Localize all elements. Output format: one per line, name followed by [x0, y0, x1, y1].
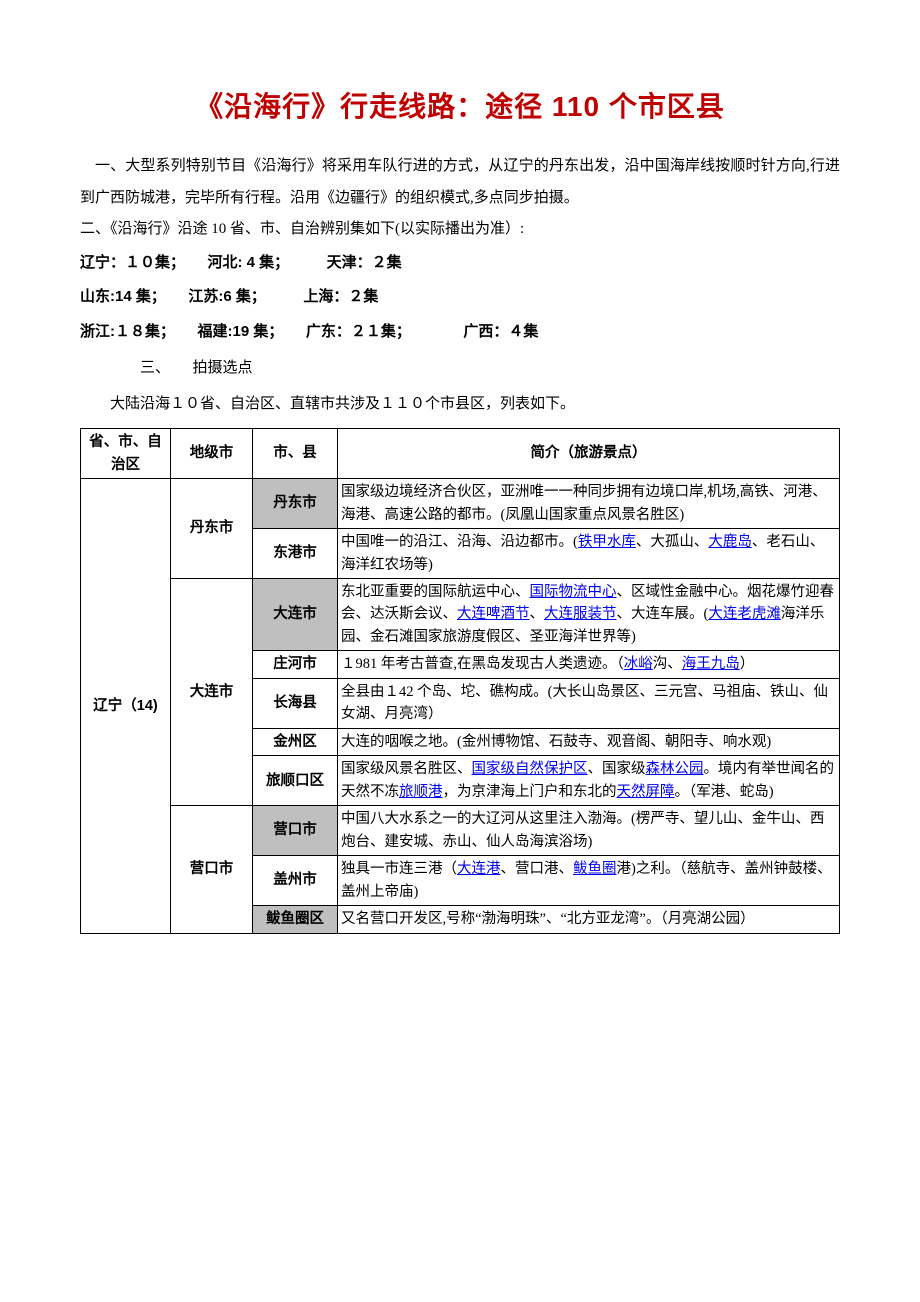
- inline-link[interactable]: 铁甲水库: [578, 534, 636, 550]
- desc-cell: 东北亚重要的国际航运中心、国际物流中心、区域性金融中心。烟花爆竹迎春会、达沃斯会…: [338, 579, 840, 651]
- inline-link[interactable]: 大连港: [457, 861, 501, 877]
- city-cell: 盖州市: [253, 856, 338, 906]
- desc-cell: 国家级边境经济合伙区，亚洲唯一一种同步拥有边境口岸,机场,高铁、河港、海港、高速…: [338, 479, 840, 529]
- intro-paragraph-1: 一、大型系列特别节目《沿海行》将采用车队行进的方式，从辽宁的丹东出发，沿中国海岸…: [80, 151, 840, 214]
- inline-link[interactable]: 海王九岛: [682, 656, 740, 672]
- city-cell: 长海县: [253, 678, 338, 728]
- table-header-row: 省、市、自治区 地级市 市、县 简介（旅游景点）: [81, 429, 840, 479]
- city-cell: 鲅鱼圈区: [253, 906, 338, 933]
- desc-cell: 中国唯一的沿江、沿海、沿边都市。(铁甲水库、大孤山、大鹿岛、老石山、海洋红农场等…: [338, 529, 840, 579]
- col-prefecture: 地级市: [171, 429, 253, 479]
- table-row: 营口市营口市中国八大水系之一的大辽河从这里注入渤海。(楞严寺、望儿山、金牛山、西…: [81, 806, 840, 856]
- desc-cell: 大连的咽喉之地。(金州博物馆、石鼓寺、观音阁、朝阳寺、响水观): [338, 728, 840, 755]
- route-table: 省、市、自治区 地级市 市、县 简介（旅游景点） 辽宁（14)丹东市丹东市国家级…: [80, 428, 840, 933]
- prefecture-cell: 丹东市: [171, 479, 253, 579]
- page-title: 《沿海行》行走线路：途径 110 个市区县: [80, 80, 840, 133]
- desc-cell: 中国八大水系之一的大辽河从这里注入渤海。(楞严寺、望儿山、金牛山、西炮台、建安城…: [338, 806, 840, 856]
- province-cell: 辽宁（14): [81, 479, 171, 933]
- intro-paragraph-2: 二、《沿海行》沿途 10 省、市、自治辨别集如下(以实际播出为准）:: [80, 214, 840, 246]
- inline-link[interactable]: 大连啤酒节: [457, 606, 530, 622]
- prefecture-cell: 大连市: [171, 579, 253, 806]
- city-cell: 庄河市: [253, 651, 338, 678]
- inline-link[interactable]: 大连服装节: [544, 606, 617, 622]
- inline-link[interactable]: 国家级自然保护区: [472, 761, 588, 777]
- city-cell: 大连市: [253, 579, 338, 651]
- desc-cell: １981 年考古普查,在黑岛发现古人类遗迹。（冰峪沟、海王九岛）: [338, 651, 840, 678]
- inline-link[interactable]: 天然屏障: [617, 784, 675, 800]
- col-city: 市、县: [253, 429, 338, 479]
- city-cell: 营口市: [253, 806, 338, 856]
- desc-cell: 国家级风景名胜区、国家级自然保护区、国家级森林公园。境内有举世闻名的天然不冻旅顺…: [338, 756, 840, 806]
- desc-cell: 全县由１42 个岛、坨、礁构成。(大长山岛景区、三元宫、马祖庙、铁山、仙女湖、月…: [338, 678, 840, 728]
- inline-link[interactable]: 森林公园: [646, 761, 704, 777]
- table-row: 大连市大连市东北亚重要的国际航运中心、国际物流中心、区域性金融中心。烟花爆竹迎春…: [81, 579, 840, 651]
- section-3-body: 大陆沿海１０省、自治区、直辖市共涉及１１０个市县区，列表如下。: [110, 389, 840, 421]
- city-cell: 丹东市: [253, 479, 338, 529]
- desc-cell: 又名营口开发区,号称“渤海明珠”、“北方亚龙湾”。（月亮湖公园）: [338, 906, 840, 933]
- inline-link[interactable]: 国际物流中心: [530, 584, 617, 600]
- col-province: 省、市、自治区: [81, 429, 171, 479]
- prefecture-cell: 营口市: [171, 806, 253, 933]
- inline-link[interactable]: 大连老虎滩: [708, 606, 781, 622]
- inline-link[interactable]: 鲅鱼圈: [573, 861, 617, 877]
- city-cell: 旅顺口区: [253, 756, 338, 806]
- inline-link[interactable]: 大鹿岛: [708, 534, 752, 550]
- city-cell: 东港市: [253, 529, 338, 579]
- col-desc: 简介（旅游景点）: [338, 429, 840, 479]
- table-row: 辽宁（14)丹东市丹东市国家级边境经济合伙区，亚洲唯一一种同步拥有边境口岸,机场…: [81, 479, 840, 529]
- section-3-label: 三、 拍摄选点: [140, 353, 840, 385]
- inline-link[interactable]: 冰峪: [624, 656, 653, 672]
- episodes-line-2: 山东:14 集； 江苏:6 集； 上海：２集: [80, 280, 840, 315]
- episodes-line-3: 浙江:１８集； 福建:19 集； 广东：２１集； 广西：４集: [80, 315, 840, 350]
- city-cell: 金州区: [253, 728, 338, 755]
- desc-cell: 独具一市连三港（大连港、营口港、鲅鱼圈港)之利。（慈航寺、盖州钟鼓楼、盖州上帝庙…: [338, 856, 840, 906]
- inline-link[interactable]: 旅顺港: [399, 784, 443, 800]
- episodes-line-1: 辽宁：１０集； 河北: 4 集； 天津：２集: [80, 246, 840, 281]
